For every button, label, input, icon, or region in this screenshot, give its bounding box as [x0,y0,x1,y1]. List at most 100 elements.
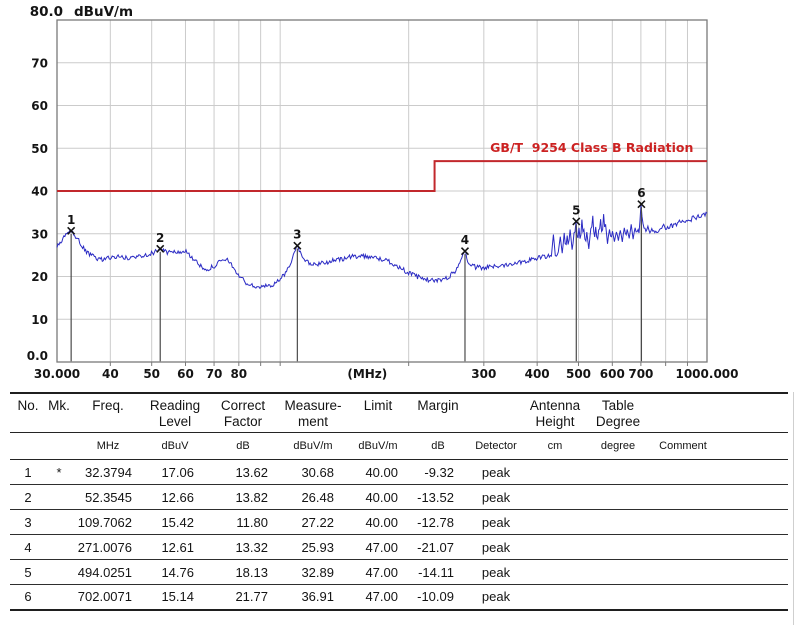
cell-detector: peak [481,489,511,505]
x-tick-label: 500 [566,367,591,381]
cell-margin: -10.09 [417,589,454,605]
x-tick-label: 400 [525,367,550,381]
cell-comment [652,485,714,510]
cell-antenna-height [526,560,584,585]
col-unit-detector: Detector [475,440,517,452]
col-unit-no [10,433,46,460]
y-tick-label: 40 [31,185,48,199]
cell-freq: 109.7062 [77,514,132,530]
cell-detector: peak [481,464,511,480]
emission-spectrum-chart: 80.0 dBuV/m 70 60 50 40 30 20 10 0.0 30.000 40 50 60 7… [27,4,739,381]
cell-antenna-height [526,535,584,560]
cell-detector: peak [481,514,511,530]
cell-freq: 32.3794 [85,464,132,480]
y-tick-label: 30 [31,227,48,241]
result-row-5: 5 494.0251 14.76 18.13 32.89 47.00 -14.11 peak [10,560,788,585]
marker-x-icon [293,241,302,250]
col-unit-reading-level: dBuV [161,440,189,452]
cell-mk [46,510,72,535]
x-tick-label: 300 [471,367,496,381]
cell-comment [652,560,714,585]
cell-table-degree [584,485,652,510]
x-tick-label: 80 [230,367,247,381]
cell-detector: peak [481,539,511,555]
cell-margin: -12.78 [417,514,454,530]
results-table-area: No. Mk. Freq. Reading Level Correct Factor Me… [10,392,794,625]
results-table: No. Mk. Freq. Reading Level Correct Factor Me… [10,392,788,611]
x-tick-label: 50 [143,367,160,381]
cell-margin: -13.52 [417,489,454,505]
cell-table-degree [584,535,652,560]
marker-number-1: 1 [67,213,75,227]
limit-line-label: GB/T 9254 Class B Radiation [490,140,693,155]
marker-number-5: 5 [572,203,580,217]
cell-table-degree [584,585,652,610]
marker-number-3: 3 [293,228,301,242]
cell-mk [46,535,72,560]
cell-table-degree [584,460,652,485]
cell-correct-factor: 13.32 [235,539,268,555]
y-tick-label: 70 [31,56,48,70]
cell-table-degree [584,560,652,585]
result-row-4: 4 271.0076 12.61 13.32 25.93 47.00 -21.07 peak [10,535,788,560]
cell-detector: peak [481,589,511,605]
cell-freq: 271.0076 [77,539,132,555]
marker-x-icon [67,226,76,235]
cell-no: 5 [24,564,32,580]
y-tick-label: 0.0 [27,349,48,363]
col-unit-table-degree: degree [600,440,636,452]
cell-freq: 494.0251 [77,564,132,580]
y-tick-label: 60 [31,99,48,113]
col-unit-margin: dB [431,440,445,452]
col-header-freq: Freq. [92,398,124,413]
cell-detector: peak [481,564,511,580]
cell-mk [46,485,72,510]
cell-reading-level: 12.66 [161,489,194,505]
results-table-head: No. Mk. Freq. Reading Level Correct Factor Me… [10,393,788,460]
cell-no: 3 [24,514,32,530]
result-row-6: 6 702.0071 15.14 21.77 36.91 47.00 -10.09 peak [10,585,788,610]
col-header-measurement: Measure- ment [284,398,342,429]
limit-line [57,160,707,192]
col-header-detector [466,393,526,433]
x-tick-label: 30.000 [34,367,80,381]
cell-margin: -21.07 [417,539,454,555]
cell-table-degree [584,510,652,535]
col-unit-limit: dBuV/m [358,440,398,452]
marker-number-6: 6 [637,186,645,200]
cell-antenna-height [526,585,584,610]
cell-antenna-height [526,510,584,535]
cell-limit: 47.00 [365,589,398,605]
col-unit-antenna-height: cm [547,440,563,452]
cell-reading-level: 15.14 [161,589,194,605]
cell-antenna-height [526,460,584,485]
x-tick-label: 70 [206,367,223,381]
x-tick-label: 600 [600,367,625,381]
col-unit-mk [46,433,72,460]
col-header-correct-factor: Correct Factor [220,398,266,429]
cell-freq: 52.3545 [85,489,132,505]
col-unit-comment: Comment [659,440,707,452]
cell-correct-factor: 13.62 [235,464,268,480]
col-unit-correct-factor: dB [236,440,250,452]
result-row-2: 2 52.3545 12.66 13.82 26.48 40.00 -13.52 peak [10,485,788,510]
marker-x-icon [637,200,646,209]
x-tick-label: 40 [102,367,119,381]
cell-correct-factor: 11.80 [236,514,268,530]
marker-number-4: 4 [461,233,469,247]
x-tick-label: 60 [177,367,194,381]
cell-comment [652,585,714,610]
cell-margin: -9.32 [424,464,454,480]
cell-no: 6 [24,589,32,605]
y-tick-label: 20 [31,270,48,284]
cell-freq: 702.0071 [77,589,132,605]
col-unit-measurement: dBuV/m [293,440,333,452]
cell-antenna-height [526,485,584,510]
cell-measurement: 25.93 [301,539,334,555]
marker-x-icon [460,247,470,256]
cell-mk: * [56,464,62,480]
cell-limit: 40.00 [365,514,398,530]
cell-measurement: 36.91 [301,589,334,605]
cell-correct-factor: 21.77 [235,589,268,605]
cell-limit: 47.00 [365,564,398,580]
